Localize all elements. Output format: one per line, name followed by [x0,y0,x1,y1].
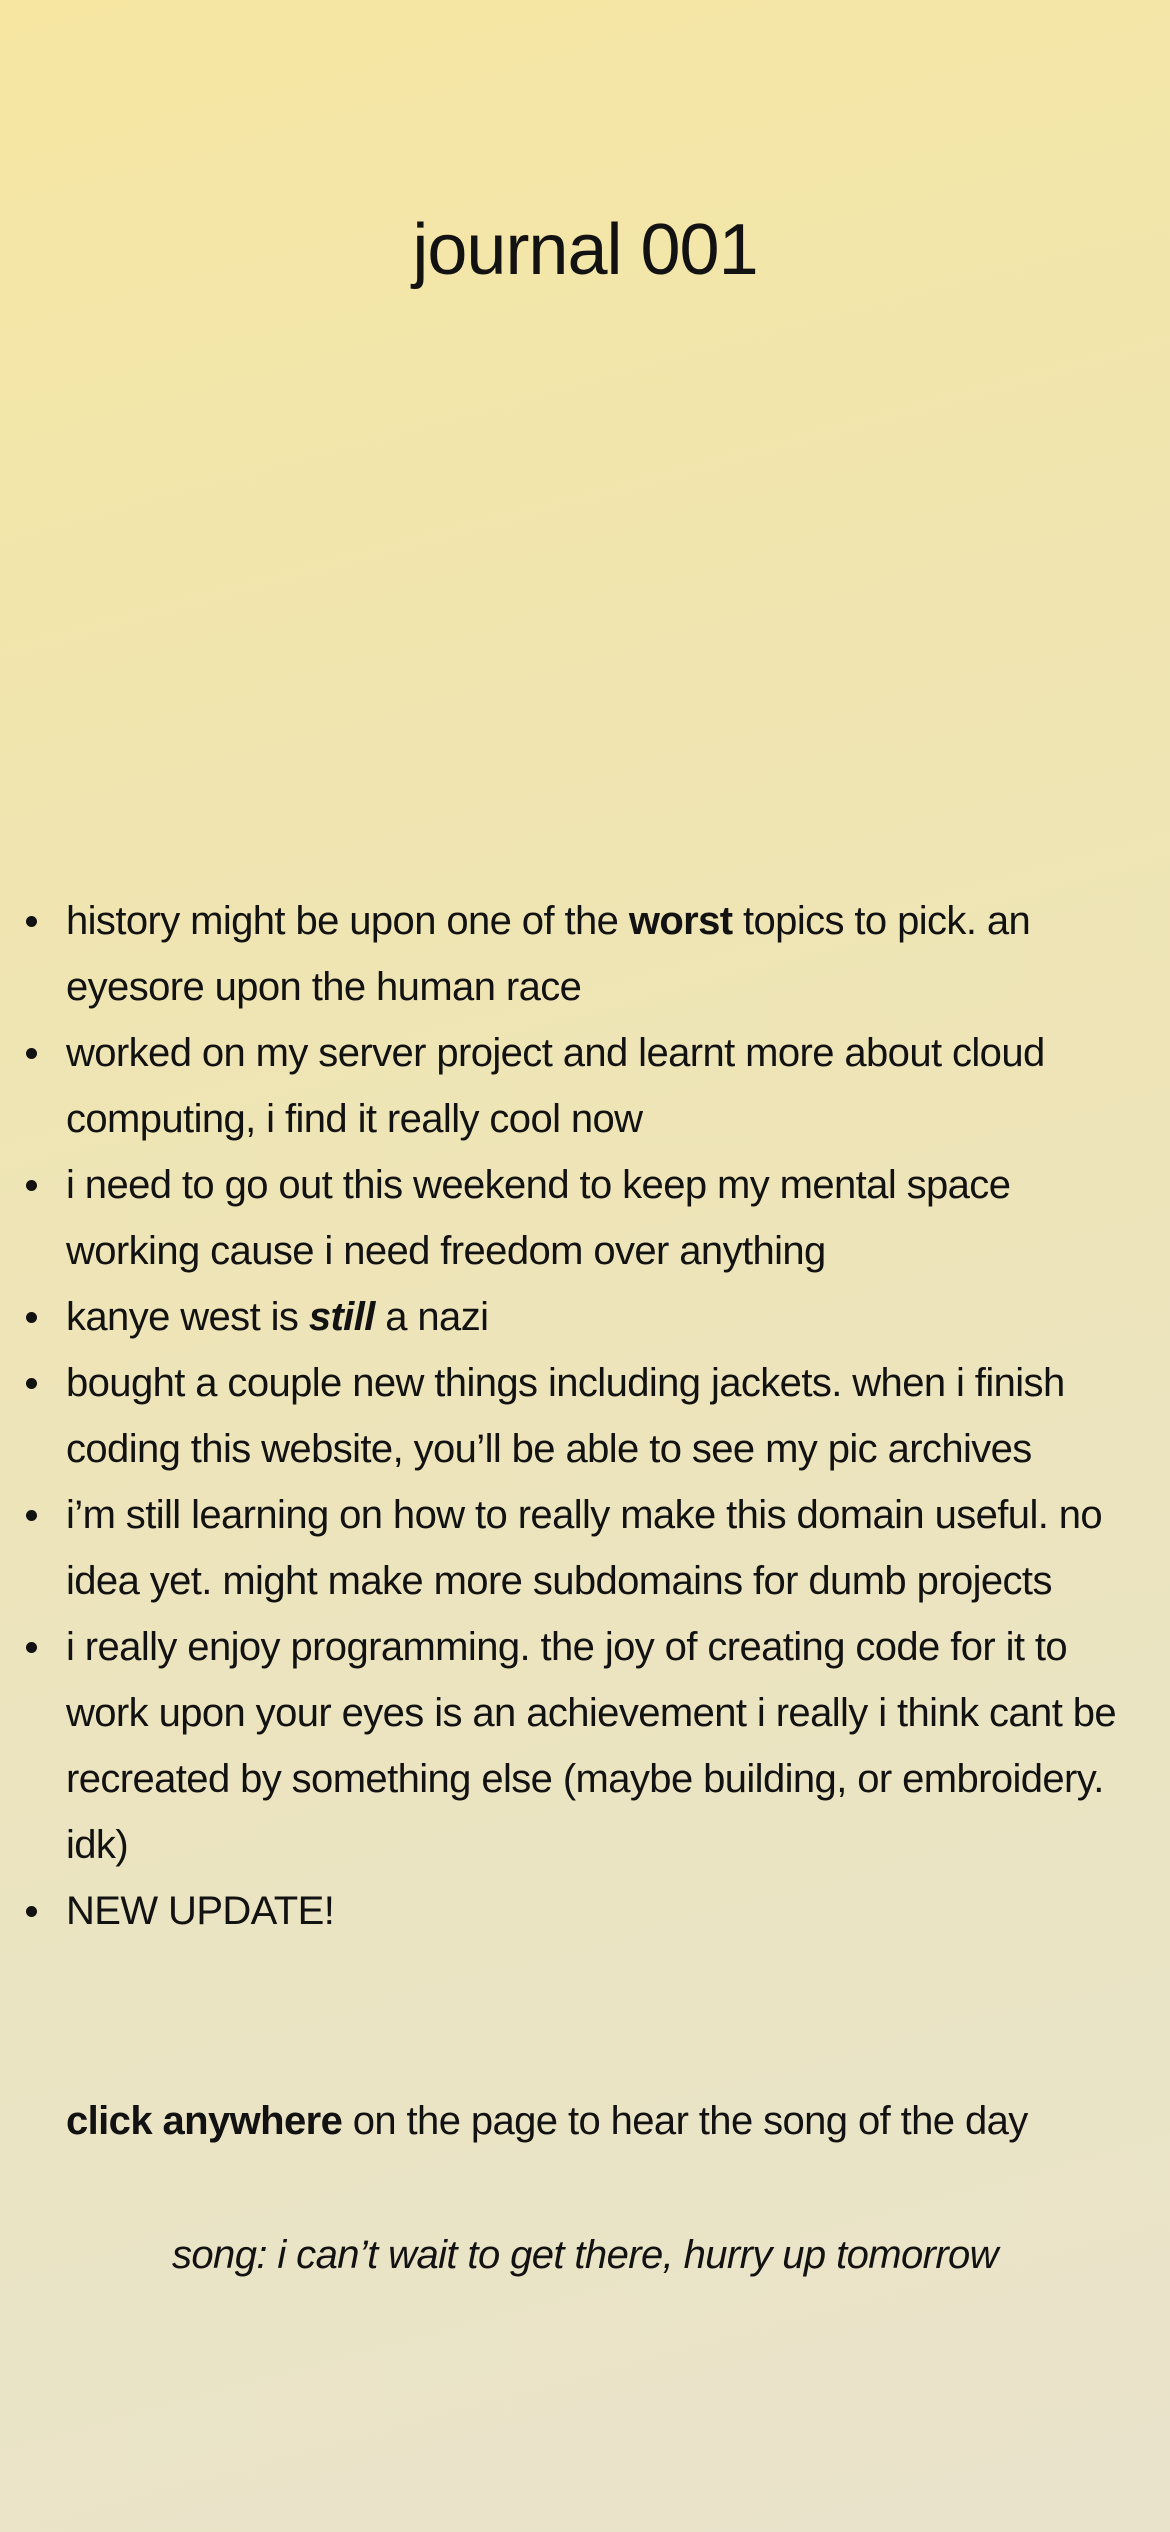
journal-entries-list: history might be upon one of the worst t… [0,888,1145,1944]
list-item: history might be upon one of the worst t… [26,888,1145,1020]
entry-text-after: a nazi [374,1295,489,1339]
list-item: NEW UPDATE! [26,1878,1145,1944]
entry-text: i need to go out this weekend to keep my… [66,1163,1011,1273]
list-item: kanye west is still a nazi [26,1284,1145,1350]
play-song-hint-bold: click anywhere [66,2099,343,2143]
entry-text: NEW UPDATE! [66,1889,335,1933]
entry-emphasis: still [308,1295,376,1339]
entry-text-after: topics to pick. an eyesore upon the huma… [66,899,1031,1009]
entry-text: i really enjoy programming. the joy of c… [66,1625,1117,1867]
entry-text: worked on my server project and learnt m… [66,1031,1045,1141]
entry-text: bought a couple new things including jac… [66,1361,1065,1471]
play-song-hint-rest: on the page to hear the song of the day [342,2099,1029,2143]
entry-emphasis: worst [628,899,733,943]
page-title: journal 001 [412,210,758,290]
song-of-the-day: song: i can’t wait to get there, hurry u… [172,2233,999,2277]
list-item: bought a couple new things including jac… [26,1350,1145,1482]
list-item: i need to go out this weekend to keep my… [26,1152,1145,1284]
entry-text-before: kanye west is [66,1295,309,1339]
list-item: i’m still learning on how to really make… [26,1482,1145,1614]
entry-text-before: history might be upon one of the [66,899,629,943]
list-item: i really enjoy programming. the joy of c… [26,1614,1145,1878]
entry-text: i’m still learning on how to really make… [66,1493,1103,1603]
play-song-hint: click anywhere on the page to hear the s… [66,2088,1156,2154]
list-item: worked on my server project and learnt m… [26,1020,1145,1152]
